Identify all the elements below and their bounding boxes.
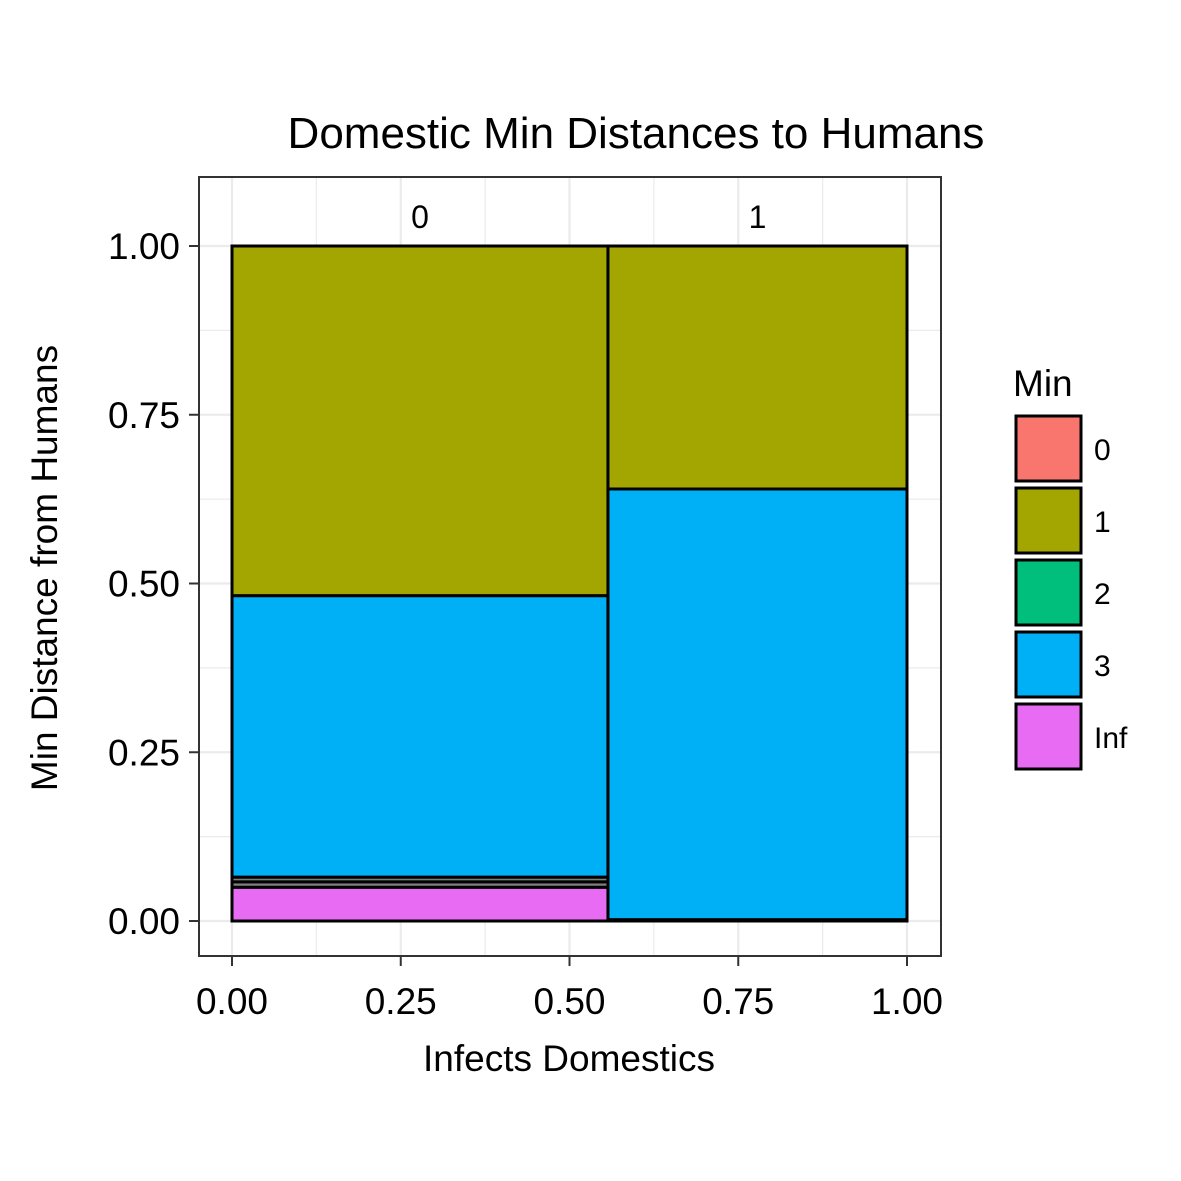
- x-tick-label: 1.00: [871, 981, 943, 1022]
- y-tick-label: 0.25: [108, 732, 180, 773]
- mosaic-cell-1-1: [606, 244, 909, 491]
- y-axis-label: Min Distance from Humans: [24, 345, 65, 791]
- legend-label-0: 0: [1094, 434, 1111, 467]
- group-label-0: 0: [411, 199, 429, 235]
- y-tick-label: 0.75: [108, 395, 180, 436]
- legend-swatch-0: [1014, 414, 1083, 483]
- x-axis: 0.00 0.25 0.50 0.75 1.00: [196, 956, 943, 1022]
- mosaic-cell-0-3: [230, 594, 610, 879]
- legend-label-1: 1: [1094, 506, 1111, 539]
- y-axis: 0.00 0.25 0.50 0.75 1.00: [108, 226, 199, 942]
- chart-title: Domestic Min Distances to Humans: [288, 109, 985, 158]
- x-tick-label: 0.25: [365, 981, 437, 1022]
- mosaic-cell-0-inf: [230, 885, 610, 923]
- mosaic-cell-1-3: [606, 487, 909, 922]
- legend-title: Min: [1013, 363, 1073, 404]
- x-tick-label: 0.00: [196, 981, 268, 1022]
- y-tick-label: 0.00: [108, 901, 180, 942]
- x-tick-label: 0.75: [702, 981, 774, 1022]
- legend-swatch-2: [1014, 558, 1083, 627]
- legend-label-inf: Inf: [1094, 722, 1128, 755]
- legend-swatch-3: [1014, 630, 1083, 699]
- legend: Min 0 1 2 3 Inf: [1013, 363, 1128, 771]
- mosaic-rectangles: [230, 244, 909, 923]
- mosaic-cell-0-1: [230, 244, 610, 598]
- y-tick-label: 0.50: [108, 564, 180, 605]
- legend-swatch-1: [1014, 486, 1083, 555]
- legend-label-2: 2: [1094, 578, 1111, 611]
- y-tick-label: 1.00: [108, 226, 180, 267]
- legend-label-3: 3: [1094, 650, 1111, 683]
- group-label-1: 1: [749, 199, 767, 235]
- x-tick-label: 0.50: [533, 981, 605, 1022]
- legend-swatch-inf: [1014, 702, 1083, 771]
- x-axis-label: Infects Domestics: [423, 1038, 715, 1079]
